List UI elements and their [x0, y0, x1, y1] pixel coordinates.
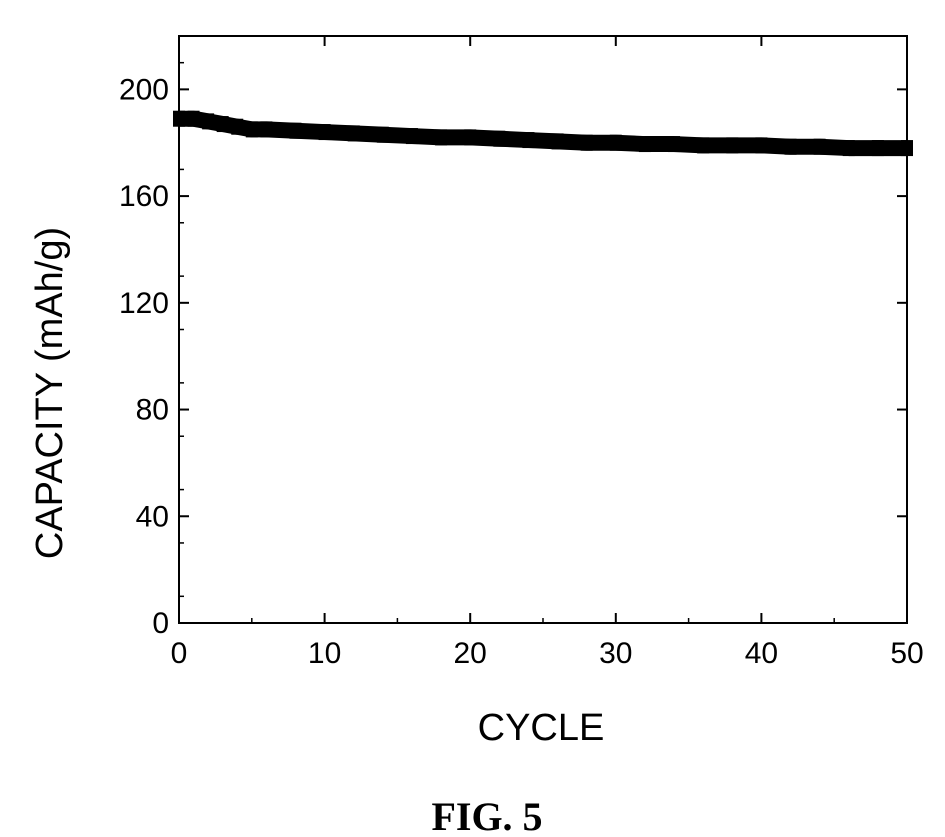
data-point — [493, 131, 505, 147]
y-tick-label: 40 — [136, 500, 169, 533]
data-point — [188, 111, 200, 127]
data-point — [581, 135, 593, 151]
y-tick-label: 0 — [152, 607, 169, 640]
x-tick-label: 40 — [745, 637, 778, 670]
y-tick-label: 160 — [119, 180, 169, 213]
y-tick-label: 80 — [136, 394, 169, 427]
x-tick-label: 0 — [171, 637, 188, 670]
data-point — [217, 116, 229, 132]
data-point — [406, 128, 418, 144]
y-tick-label: 200 — [119, 73, 169, 106]
x-tick-label: 20 — [454, 637, 487, 670]
data-point — [289, 123, 301, 139]
data-point — [552, 133, 564, 149]
data-point — [319, 124, 331, 140]
figure-caption: FIG. 5 — [431, 794, 542, 837]
x-axis-label: CYCLE — [478, 707, 605, 749]
data-point — [202, 113, 214, 129]
series-layer — [173, 111, 913, 156]
data-point — [639, 136, 651, 152]
data-point — [260, 121, 272, 137]
data-point — [173, 111, 185, 127]
data-point — [872, 140, 884, 156]
x-tick-label: 50 — [890, 637, 923, 670]
data-point — [522, 132, 534, 148]
data-point — [435, 129, 447, 145]
data-point — [697, 137, 709, 153]
data-point — [755, 137, 767, 153]
data-point — [377, 127, 389, 143]
x-tick-label: 10 — [308, 637, 341, 670]
data-point — [610, 135, 622, 151]
data-point — [901, 140, 913, 156]
y-tick-label: 120 — [119, 287, 169, 320]
data-point — [785, 139, 797, 155]
data-point — [464, 129, 476, 145]
data-point — [726, 137, 738, 153]
y-axis-label: CAPACITY (mAh/g) — [29, 227, 71, 559]
data-point — [246, 121, 258, 137]
data-point — [348, 125, 360, 141]
series-line — [179, 119, 907, 148]
data-point — [231, 119, 243, 135]
x-tick-label: 30 — [599, 637, 632, 670]
data-point — [668, 136, 680, 152]
data-point — [843, 140, 855, 156]
data-point — [814, 139, 826, 155]
